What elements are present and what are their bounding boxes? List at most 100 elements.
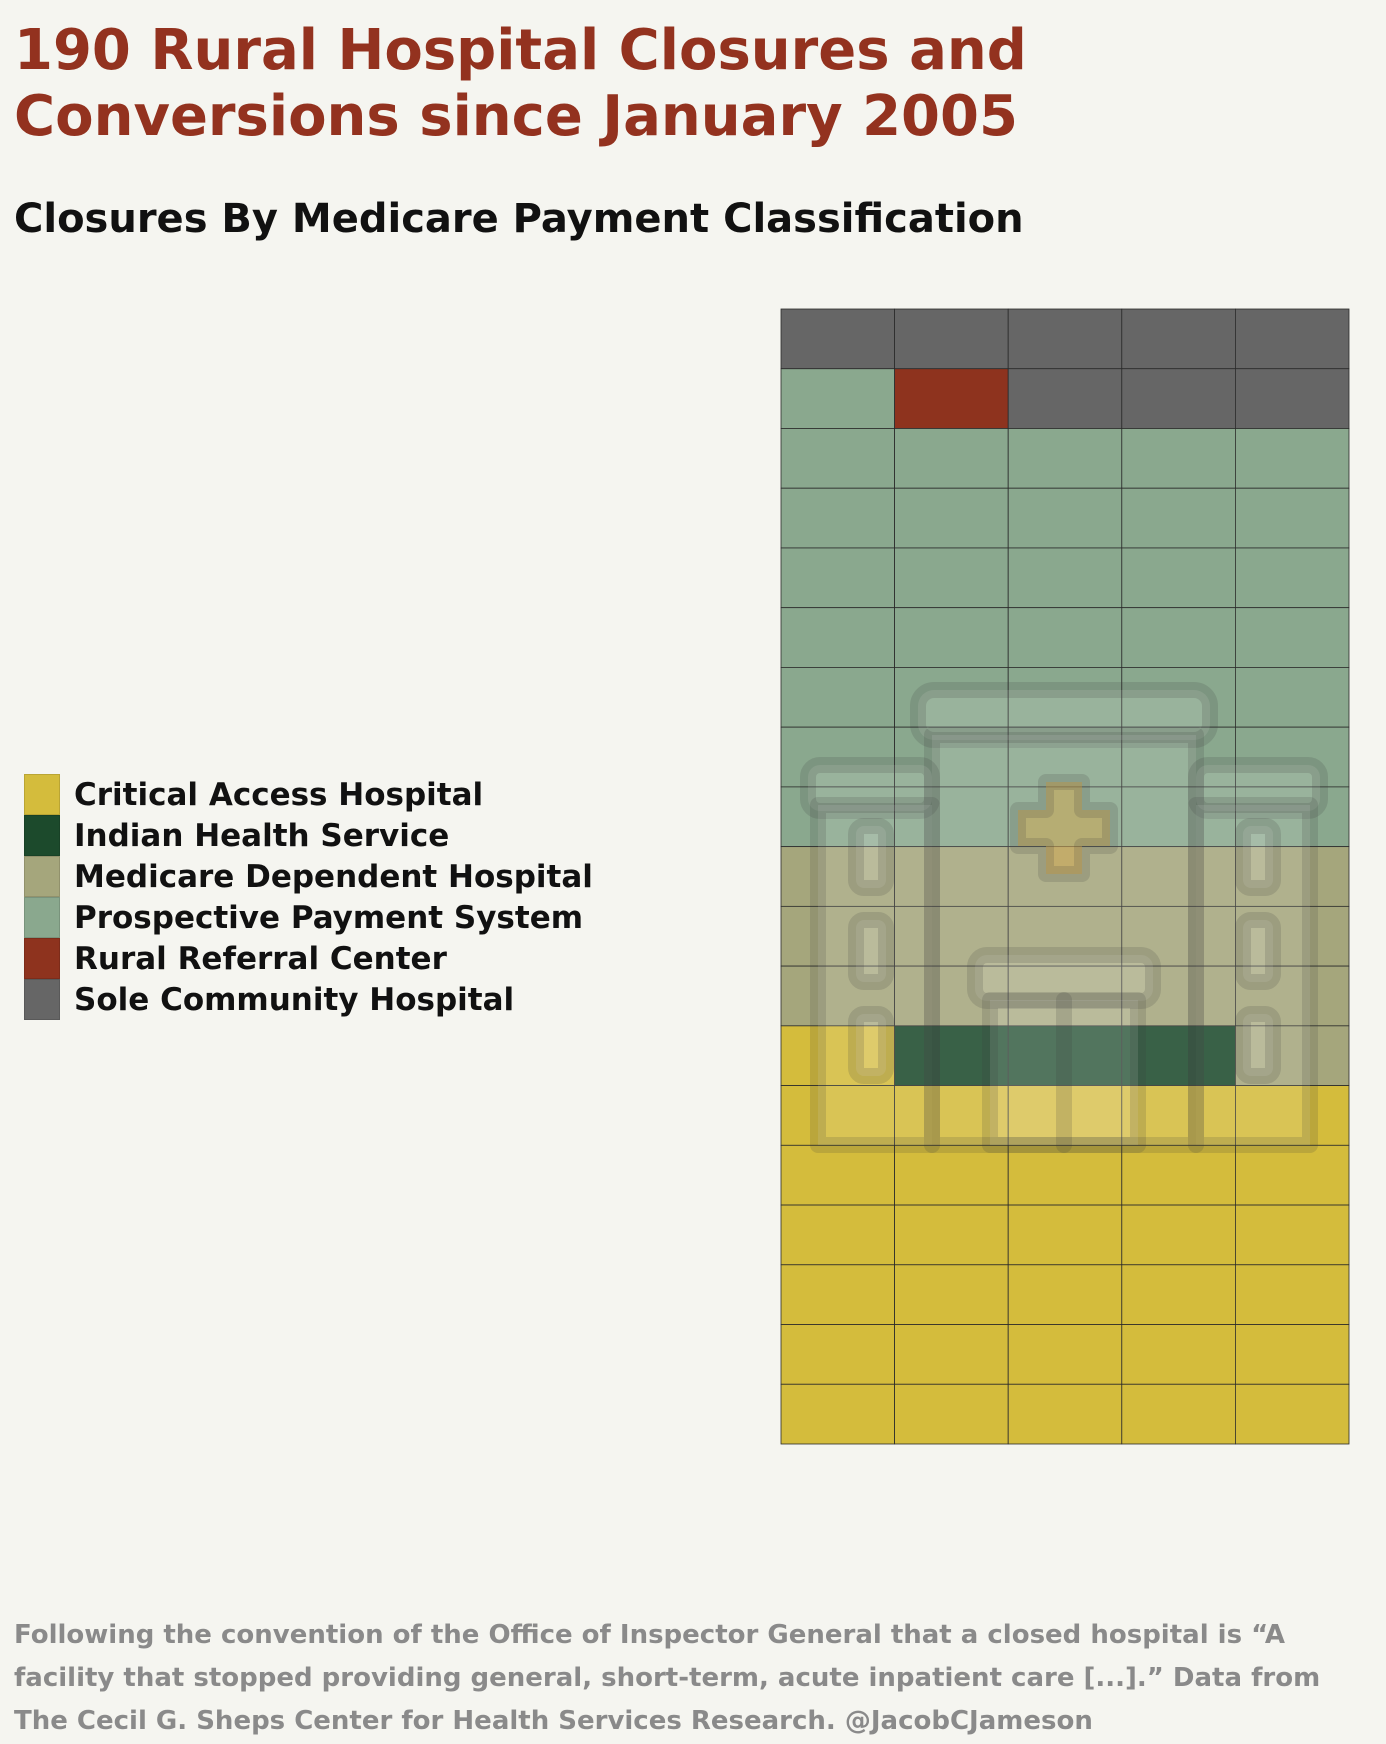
legend-label: Medicare Dependent Hospital [74,858,593,895]
waffle-cell [894,846,1009,907]
waffle-cell [894,1144,1009,1206]
waffle-cell [1235,965,1350,1027]
legend-swatch [24,774,60,815]
waffle-cell [780,1383,895,1445]
waffle-cell [1007,368,1123,429]
waffle-cell [1121,607,1236,668]
waffle-cell [780,368,895,429]
waffle-cell [780,965,895,1027]
waffle-cell [1121,1204,1236,1266]
waffle-cell [1235,487,1350,549]
waffle-cell [1121,487,1236,549]
waffle-cell [1007,1264,1123,1325]
waffle-cell [780,905,895,967]
waffle-cell [1121,1383,1236,1445]
waffle-cell [780,487,895,549]
waffle-cell [1235,1324,1350,1385]
waffle-cell [1235,607,1350,668]
waffle-cell [894,607,1009,668]
waffle-cell [1121,726,1236,788]
legend-label: Prospective Payment System [74,899,584,936]
waffle-cell [1121,1025,1236,1086]
waffle-cell [1121,786,1236,848]
waffle-cell [1235,308,1350,370]
waffle-cell [780,1324,895,1385]
waffle-cell [894,1204,1009,1266]
waffle-cell [1121,1264,1236,1325]
waffle-cell [1121,1085,1236,1146]
waffle-cell [780,308,895,370]
waffle-cell [1007,607,1123,668]
legend-swatch [24,979,60,1020]
waffle-cell [1235,1383,1350,1445]
waffle-cell [780,1264,895,1325]
legend-item: Medicare Dependent Hospital [24,856,593,897]
waffle-cell [894,667,1009,728]
legend-swatch [24,938,60,979]
waffle-cell [780,1025,895,1086]
legend-label: Critical Access Hospital [74,776,484,813]
waffle-cell [1007,308,1123,370]
waffle-cell [1235,428,1350,489]
waffle-cell [1121,965,1236,1027]
waffle-cells [780,308,1350,1445]
legend-item: Prospective Payment System [24,897,593,938]
waffle-cell [1235,1085,1350,1146]
hospital-icon [800,682,1328,1153]
waffle-cell [1121,428,1236,489]
legend: Critical Access Hospital Indian Health Se… [24,774,593,1020]
waffle-cell [1121,1144,1236,1206]
waffle-cell [1007,1025,1123,1086]
waffle-cell [894,1025,1009,1086]
footnote: Following the convention of the Office o… [14,1620,1321,1736]
chart-title: 190 Rural Hospital Closures and Conversi… [14,18,1027,149]
waffle-cell [1007,428,1123,489]
waffle-cell [1235,368,1350,429]
waffle-cell [894,368,1009,429]
waffle-cell [1007,487,1123,549]
waffle-cell [1235,667,1350,728]
waffle-cell [894,1324,1009,1385]
waffle-cell [780,786,895,848]
waffle-cell [1007,1324,1123,1385]
waffle-cell [1121,1324,1236,1385]
waffle-cell [1007,1085,1123,1146]
legend-swatch [24,815,60,856]
legend-swatch [24,856,60,897]
legend-item: Indian Health Service [24,815,593,856]
waffle-cell [1007,1204,1123,1266]
waffle-cell [780,547,895,609]
legend-label: Sole Community Hospital [74,981,515,1018]
waffle-cell [894,965,1009,1027]
waffle-cell [1235,1025,1350,1086]
waffle-cell [780,607,895,668]
waffle-cell [1121,547,1236,609]
waffle-cell [1007,547,1123,609]
waffle-cell [1235,726,1350,788]
waffle-cell [894,1383,1009,1445]
waffle-cell [894,308,1009,370]
legend-item: Critical Access Hospital [24,774,593,815]
waffle-cell [894,547,1009,609]
waffle-cell [780,667,895,728]
waffle-cell [1121,308,1236,370]
waffle-cell [780,1144,895,1206]
waffle-cell [1235,846,1350,907]
legend-item: Rural Referral Center [24,938,593,979]
waffle-cell [780,1204,895,1266]
waffle-cell [1007,1144,1123,1206]
waffle-cell [1235,1144,1350,1206]
legend-label: Indian Health Service [74,817,450,854]
waffle-cell [1235,905,1350,967]
legend-swatch [24,897,60,938]
waffle-cell [1121,846,1236,907]
waffle-cell [1121,368,1236,429]
waffle-cell [1235,1264,1350,1325]
waffle-cell [780,428,895,489]
chart-subtitle: Closures By Medicare Payment Classificat… [14,196,1024,242]
waffle-cell [1235,547,1350,609]
waffle-cell [894,428,1009,489]
legend-label: Rural Referral Center [74,940,447,977]
waffle-cell [1007,1383,1123,1445]
waffle-cell [1007,965,1123,1027]
